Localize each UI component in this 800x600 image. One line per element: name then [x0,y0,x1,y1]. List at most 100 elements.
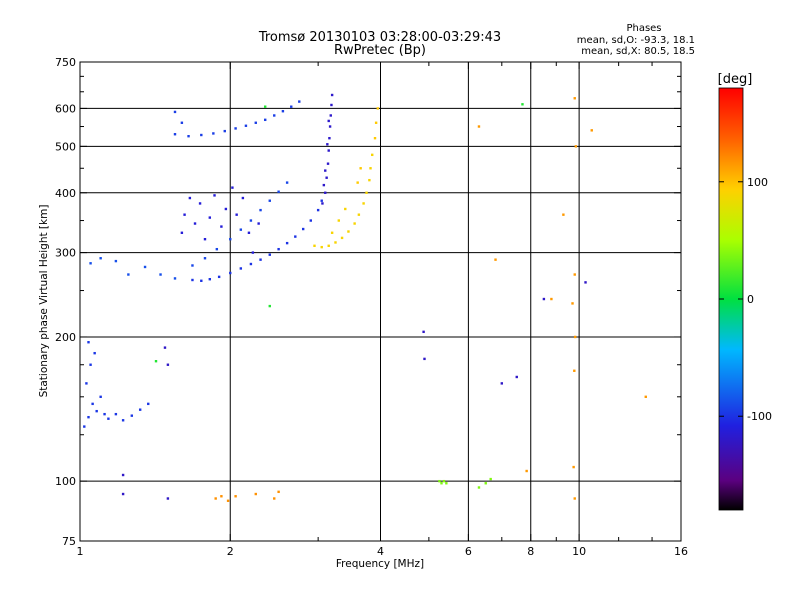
data-point [644,395,647,399]
x-axis-label: Frequency [MHz] [336,558,424,570]
data-point [187,134,190,138]
x-tick-label: 6 [465,545,472,558]
data-point [235,213,238,216]
data-point [371,153,374,157]
data-point [574,145,578,148]
data-point [173,277,177,280]
data-point [217,275,221,279]
data-point [359,167,362,170]
data-point [500,382,504,385]
data-point [573,369,576,372]
data-point [521,103,524,106]
data-point [130,414,134,417]
data-point [103,412,106,416]
y-tick-label: 300 [55,247,76,260]
data-point [114,259,118,263]
data-point [213,194,216,197]
data-point [193,222,197,225]
data-point [330,103,333,107]
data-point [89,262,92,265]
data-point [173,110,177,114]
phase-info-x-mode: mean, sd,X: 80.5, 18.5 [581,46,695,57]
data-point [203,257,207,260]
data-point [550,297,553,301]
data-point [83,425,86,428]
data-point [368,178,371,182]
data-point [114,412,118,416]
data-point [234,495,237,498]
data-point [294,235,297,238]
data-point [301,227,305,231]
data-point [143,265,147,269]
data-point [180,231,184,234]
data-point [573,335,577,339]
data-point [584,281,587,284]
data-point [337,219,341,222]
data-point [373,136,377,140]
data-point [268,199,271,202]
x-tick-label: 4 [377,545,384,558]
data-point [445,482,448,485]
data-point [273,497,276,500]
data-point [220,495,223,498]
data-point [121,473,125,477]
data-point [244,124,248,127]
data-point [200,133,203,137]
colorbar-ticks: 100 0 -100 [719,176,772,423]
data-point [226,499,230,502]
data-point [362,202,365,205]
data-point [273,114,276,117]
data-point [298,100,301,103]
data-point [277,490,280,494]
y-tick-label: 400 [55,187,76,200]
data-point [188,196,192,200]
data-point [330,231,334,234]
data-point [229,237,232,241]
colorbar-label: [deg] [718,72,753,87]
chart-title: Tromsø 20130103 03:28:00-03:29:43 [258,30,501,45]
y-tick-label: 75 [62,535,76,548]
data-point [573,97,576,100]
data-point [107,417,110,420]
data-point [376,107,379,110]
data-point [281,110,285,113]
data-point [573,497,576,500]
y-tick-label: 200 [55,331,76,344]
data-point [356,181,359,184]
data-point [259,208,262,212]
data-point [254,121,257,124]
data-point [99,395,102,399]
x-tick-label: 16 [674,545,688,558]
data-point [249,219,253,222]
data-point [374,121,378,124]
data-point [259,258,262,261]
data-point [203,237,207,241]
data-point [198,202,202,205]
data-point [347,230,350,233]
data-point [322,183,326,187]
data-point [147,402,150,406]
data-point [247,231,251,234]
data-point [208,278,212,281]
data-point [324,191,327,194]
data-point [254,492,257,496]
data-point [121,492,125,496]
data-point [571,302,574,305]
axis-ticks: 1 2 4 6 8 10 16 75 100 200 300 400 500 600 750 [55,56,688,558]
data-point [328,136,331,140]
y-axis-label: Stationary phase Virtual Height [km] [38,205,50,398]
data-point [327,149,330,152]
data-point [328,125,332,128]
data-point [277,190,280,193]
data-point [212,132,215,135]
data-point [87,341,90,344]
data-point [99,257,102,260]
data-point [285,181,289,184]
data-point [320,245,323,249]
data-point [365,191,368,194]
data-point [183,213,186,216]
data-point [264,118,267,122]
data-point [127,273,130,276]
y-tick-label: 500 [55,140,76,153]
